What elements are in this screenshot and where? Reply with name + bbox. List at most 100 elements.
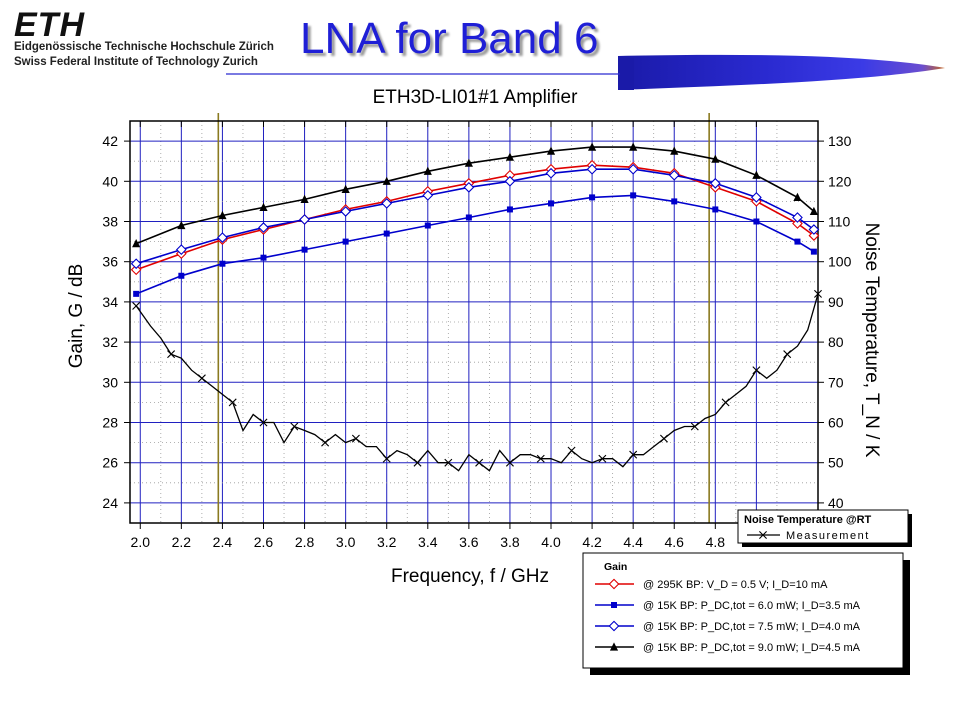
legend-noise-entry: Measurement	[786, 530, 870, 542]
noise-point	[752, 366, 761, 375]
legend-gain: Gain @ 295K BP: V_D = 0.5 V; I_D=10 mA @ 1…	[582, 552, 910, 675]
gain-point	[792, 218, 803, 229]
legend-noise-box	[737, 509, 909, 544]
gain-point	[463, 181, 475, 193]
x-tick-label: 4.2	[582, 534, 602, 550]
gain-point	[505, 152, 515, 161]
noise-point	[690, 422, 699, 431]
noise-point	[598, 454, 607, 463]
noise-point	[197, 374, 206, 383]
gain-point	[382, 176, 391, 185]
y2-tick-label: 110	[828, 214, 851, 230]
noise-point	[167, 350, 176, 359]
gain-point	[752, 170, 761, 179]
y-tick-label: 40	[102, 173, 118, 189]
legend-gain-entry: @ 15K BP: P_DC,tot = 7.5 mW; I_D=4.0 mA	[643, 621, 861, 633]
y2-tick-label: 90	[828, 294, 844, 310]
noise-point	[382, 454, 391, 463]
gain-point	[630, 192, 637, 199]
gain-point	[381, 198, 393, 209]
gain-point	[301, 246, 308, 253]
noise-point	[567, 446, 576, 455]
gain-point	[808, 230, 820, 241]
x-tick-label: 4.8	[706, 534, 726, 550]
y-tick-label: 32	[102, 334, 118, 350]
x-tick-label: 2.0	[131, 534, 151, 550]
gain-point	[259, 202, 268, 212]
gain-point	[178, 272, 185, 279]
gain-series-line	[135, 168, 815, 265]
noise-point	[259, 418, 268, 427]
x-tick-label: 3.0	[336, 534, 356, 550]
y-tick-label: 28	[102, 415, 118, 431]
x-tick-label: 2.2	[172, 534, 192, 550]
gain-point	[808, 224, 820, 235]
y2-tick-label: 70	[828, 374, 844, 390]
noise-point	[814, 289, 822, 298]
noise-point	[321, 438, 330, 447]
gain-point	[423, 166, 432, 175]
gain-point	[711, 154, 720, 163]
legend-noise-swatch-marker	[759, 531, 767, 539]
gain-point	[175, 244, 187, 256]
swoosh-shape	[618, 54, 945, 90]
gain-point	[753, 218, 760, 225]
x-tick-label: 3.8	[500, 534, 520, 550]
gain-point	[300, 194, 309, 203]
gain-point	[627, 163, 639, 175]
noise-point	[505, 458, 514, 467]
legend-gain-entry: @ 295K BP: V_D = 0.5 V; I_D=10 mA	[643, 579, 828, 591]
noise-point	[413, 458, 422, 467]
chart-series	[130, 142, 822, 472]
gain-point	[133, 290, 140, 297]
gain-series-line	[135, 194, 815, 295]
x-tick-label: 3.6	[459, 534, 479, 550]
y-tick-label: 34	[102, 294, 118, 310]
chart-axes: 2.0 2.2 2.4 2.6 2.8 3.0 3.2 3.4 3.6 3.8 4.0 4.2 4.4 4…	[102, 121, 852, 550]
gain-point	[670, 146, 679, 155]
noise-point	[228, 398, 237, 407]
gain-point	[341, 184, 350, 193]
y-tick-label: 30	[102, 374, 118, 390]
gain-point	[668, 169, 680, 181]
eth-logo: ETH Eidgenössische Technische Hochschule…	[14, 6, 274, 68]
noise-point	[132, 301, 141, 310]
y2-axis-title: Noise Temperature, T_N / K	[861, 223, 882, 458]
gain-point	[586, 163, 598, 175]
gain-series-2	[133, 192, 817, 297]
gain-point	[793, 192, 802, 201]
noise-point	[659, 434, 668, 443]
gain-point	[504, 175, 516, 187]
swoosh-notch	[618, 58, 634, 90]
chart-title: ETH3D-LI01#1 Amplifier	[373, 87, 579, 108]
eth-logo-mark: ETH	[14, 6, 85, 44]
gain-point	[132, 239, 141, 248]
band-edge-lines	[217, 113, 710, 523]
gain-point	[548, 200, 555, 207]
x-tick-label: 2.6	[254, 534, 274, 550]
gain-point	[424, 222, 431, 229]
gain-point	[810, 248, 817, 255]
gain-point	[464, 158, 473, 167]
gain-point	[130, 264, 142, 276]
x-tick-label: 2.8	[295, 534, 315, 550]
eth-logo-line-english: Swiss Federal Institute of Technology Zu…	[14, 56, 258, 68]
plot-frame	[129, 120, 819, 524]
noise-point	[290, 422, 299, 431]
slide-title: LNA for Band 6	[300, 14, 599, 63]
gain-point	[751, 192, 762, 203]
legend-gain-swatch-marker	[608, 578, 620, 590]
gain-point	[260, 254, 267, 261]
x-tick-label: 4.0	[541, 534, 561, 550]
y2-tick-label: 120	[828, 173, 852, 189]
legend-gain-title: Gain	[604, 561, 627, 573]
x-tick-label: 3.4	[418, 534, 438, 550]
gain-point	[177, 220, 186, 230]
gain-point	[709, 177, 721, 189]
x-axis-title: Frequency, f / GHz	[391, 566, 549, 587]
y-axis-title: Gain, G / dB	[66, 264, 87, 369]
gain-point	[587, 142, 597, 151]
noise-point	[783, 350, 792, 359]
gain-point	[589, 194, 596, 201]
